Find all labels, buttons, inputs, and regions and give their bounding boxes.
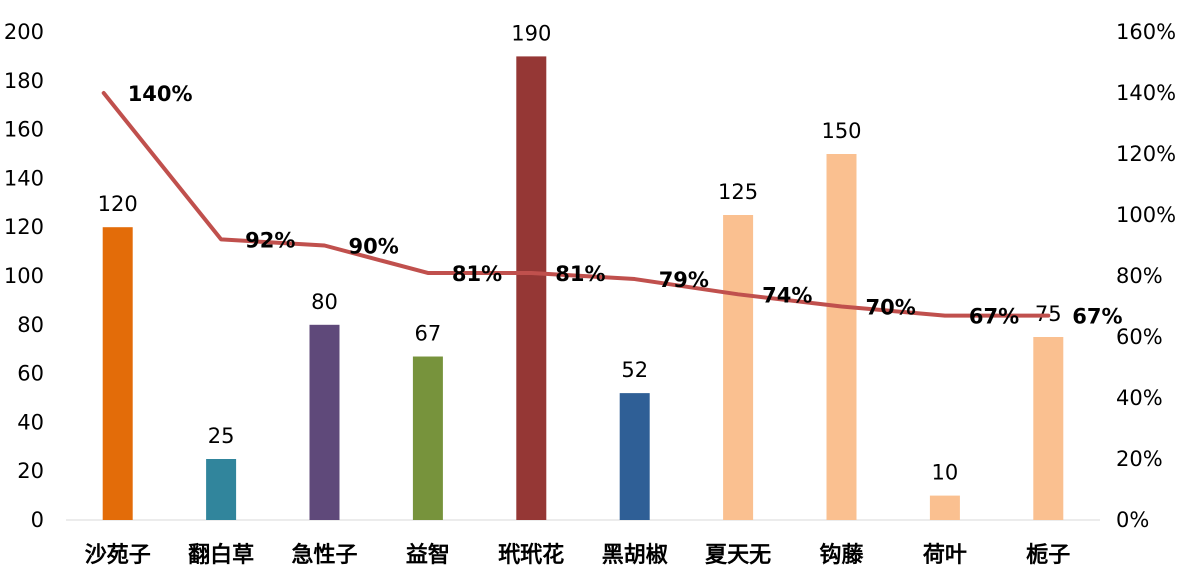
line-value-label: 90% xyxy=(349,235,399,259)
right-axis-tick-label: 20% xyxy=(1116,447,1163,471)
bar-value-label: 190 xyxy=(511,21,551,45)
category-label: 栀子 xyxy=(1026,542,1070,568)
category-label: 荷叶 xyxy=(923,543,967,568)
right-axis-tick-label: 160% xyxy=(1116,20,1176,44)
category-label: 夏天无 xyxy=(705,543,771,568)
category-label: 急性子 xyxy=(291,542,357,568)
left-axis-tick-label: 200 xyxy=(4,20,44,44)
right-axis-tick-label: 0% xyxy=(1116,508,1149,532)
bar-value-label: 10 xyxy=(932,461,959,485)
bar-value-label: 80 xyxy=(311,290,338,314)
line-value-label: 67% xyxy=(969,305,1019,329)
bar-value-label: 120 xyxy=(98,192,138,216)
category-label: 钩藤 xyxy=(819,542,864,568)
line-labels-group: 140% 92% 90% 81% 81% 79% 74% 70% 67% 67% xyxy=(128,82,1123,329)
bar xyxy=(206,459,237,520)
category-label: 黑胡椒 xyxy=(602,542,668,568)
category-label: 益智 xyxy=(406,542,450,568)
right-axis-tick-label: 100% xyxy=(1116,203,1176,227)
left-axis-tick-label: 0 xyxy=(31,508,44,532)
line-value-label: 79% xyxy=(659,268,709,292)
left-axis-tick-label: 140 xyxy=(4,166,44,190)
line-value-label: 67% xyxy=(1072,305,1122,329)
bar xyxy=(826,154,857,520)
bar-value-label: 125 xyxy=(718,180,758,204)
category-label: 翻白草 xyxy=(188,542,254,568)
right-axis-tick-label: 60% xyxy=(1116,325,1163,349)
left-axis-tick-label: 160 xyxy=(4,118,44,142)
left-axis-tick-label: 120 xyxy=(4,215,44,239)
left-axis-tick-label: 80 xyxy=(17,313,44,337)
bar xyxy=(516,56,547,521)
line-value-label: 70% xyxy=(866,296,916,320)
right-axis-tick-label: 80% xyxy=(1116,264,1163,288)
bar xyxy=(619,393,650,520)
category-labels-group: 沙苑子 翻白草 急性子 益智 玳玳花 黑胡椒 夏天无 钩藤 荷叶 栀子 xyxy=(85,542,1071,568)
bar xyxy=(102,227,133,520)
left-axis-tick-label: 20 xyxy=(17,459,44,483)
category-label: 玳玳花 xyxy=(498,542,564,568)
bar-value-label: 67 xyxy=(415,322,442,346)
line-group xyxy=(101,91,1051,318)
bar xyxy=(412,356,443,520)
line-value-label: 140% xyxy=(128,82,193,106)
bar xyxy=(309,324,340,520)
left-axis-tick-label: 40 xyxy=(17,410,44,434)
left-axis-tick-label: 60 xyxy=(17,362,44,386)
line-value-label: 92% xyxy=(245,228,295,252)
bars-group xyxy=(102,56,1064,521)
line-series xyxy=(101,91,1051,318)
line-value-label: 74% xyxy=(762,283,812,307)
bar xyxy=(1033,337,1064,520)
right-axis-tick-label: 120% xyxy=(1116,142,1176,166)
right-axis-tick-label: 140% xyxy=(1116,81,1176,105)
left-axis-tick-label: 180 xyxy=(4,69,44,93)
line-value-label: 81% xyxy=(555,262,605,286)
bar-value-label: 52 xyxy=(621,358,648,382)
bar xyxy=(723,215,754,520)
bar-value-label: 150 xyxy=(821,119,861,143)
category-label: 沙苑子 xyxy=(85,543,151,568)
line-value-label: 81% xyxy=(452,262,502,286)
right-axis-tick-label: 40% xyxy=(1116,386,1163,410)
bar-value-label: 25 xyxy=(208,424,235,448)
bar xyxy=(929,495,960,520)
axes-group: 0 20 40 60 80 100 120 140 160 180 200 0% 20% 40% 60% 80… xyxy=(4,20,1176,532)
left-axis-tick-label: 100 xyxy=(4,264,44,288)
